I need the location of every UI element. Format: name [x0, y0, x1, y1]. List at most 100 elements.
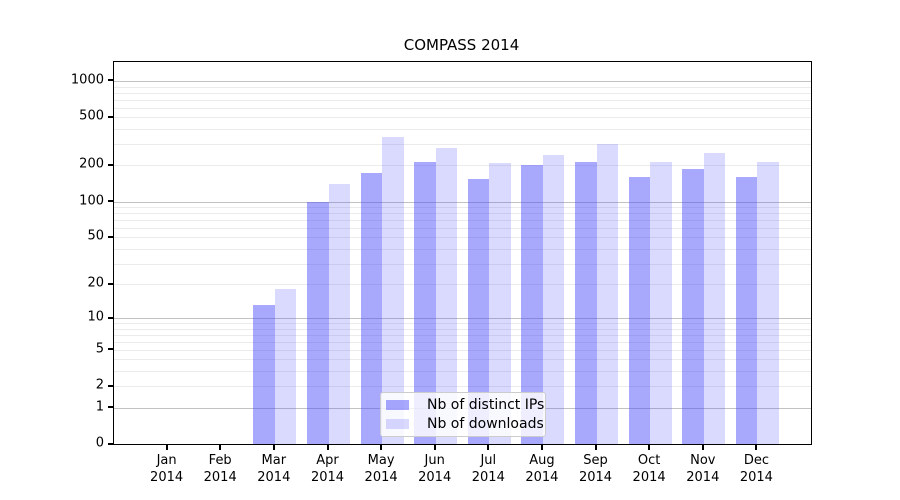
x-tick-feb [219, 445, 222, 450]
gridline-minor-20 [114, 284, 811, 285]
x-tick-year: 2014 [471, 470, 505, 485]
gridline-minor-30 [114, 263, 811, 265]
x-tick-jul [487, 445, 490, 450]
x-tick-may [380, 445, 383, 450]
bar-downloads-jul [489, 163, 511, 444]
x-tick-apr [326, 445, 329, 450]
x-tick-year: 2014 [739, 470, 773, 485]
y-tick-100 [108, 200, 113, 202]
legend-item-distinct-ips: Nb of distinct IPs [386, 397, 545, 414]
bar-distinct-ips-aug [521, 165, 543, 444]
gridline-minor-600 [114, 107, 811, 109]
x-tick-year: 2014 [578, 470, 613, 485]
x-tick-month: Jan [156, 453, 177, 468]
x-tick-month: Dec [743, 453, 769, 468]
bar-downloads-jun [435, 148, 458, 444]
bar-distinct-ips-oct [628, 177, 651, 444]
x-tick-year: 2014 [632, 470, 666, 485]
gridline-major-10 [114, 318, 811, 319]
x-tick-label-jun: Jun 2014 [407, 452, 463, 486]
gridline-minor-3 [114, 371, 811, 373]
y-tick-label-2: 2 [95, 377, 104, 393]
y-tick-20 [108, 282, 113, 285]
x-tick-year: 2014 [525, 470, 559, 485]
gridline-minor-40 [114, 248, 811, 250]
chart-title: COMPASS 2014 [403, 36, 520, 54]
bar-downloads-sep [596, 144, 618, 444]
bar-downloads-oct [650, 162, 672, 444]
gridline-minor-5 [114, 349, 811, 351]
y-tick-label-1000: 1000 [70, 72, 104, 88]
legend-label-distinct-ips: Nb of distinct IPs [427, 397, 545, 413]
y-tick-0 [108, 442, 113, 445]
y-tick-label-100: 100 [79, 193, 104, 208]
bar-downloads-apr [328, 183, 350, 444]
y-tick-1 [108, 406, 113, 409]
x-tick-month: May [367, 453, 395, 468]
x-tick-year: 2014 [310, 470, 345, 485]
x-tick-label-nov: Nov 2014 [675, 452, 731, 486]
legend-label-downloads: Nb of downloads [427, 416, 544, 432]
y-tick-label-1: 1 [95, 399, 104, 415]
bar-downloads-mar [274, 289, 297, 444]
gridline-minor-2 [114, 386, 811, 388]
y-tick-50 [108, 235, 113, 238]
gridline-minor-9 [114, 323, 811, 324]
x-tick-label-sep: Sep 2014 [568, 452, 624, 486]
bar-distinct-ips-nov [682, 169, 704, 444]
legend-swatch-downloads [386, 419, 409, 429]
x-tick-year: 2014 [257, 470, 291, 485]
x-tick-label-oct: Oct 2014 [621, 452, 677, 486]
y-tick-label-10: 10 [87, 309, 104, 325]
gridline-minor-7 [114, 334, 811, 336]
y-tick-2 [108, 384, 113, 387]
legend-item-downloads: Nb of downloads [386, 416, 545, 433]
bar-downloads-aug [542, 155, 565, 444]
x-tick-jun [433, 445, 436, 450]
x-tick-month: Jul [480, 453, 497, 468]
x-tick-year: 2014 [418, 470, 452, 485]
gridline-minor-4 [114, 359, 811, 361]
x-tick-month: Nov [690, 453, 716, 468]
x-tick-year: 2014 [364, 470, 398, 485]
y-tick-1000 [108, 79, 113, 82]
bar-downloads-nov [703, 153, 726, 444]
y-tick-200 [108, 163, 113, 166]
x-tick-month: Sep [583, 453, 608, 468]
x-tick-year: 2014 [203, 470, 237, 485]
bar-distinct-ips-jul [467, 178, 490, 444]
gridline-major-100 [114, 201, 811, 203]
x-tick-aug [540, 445, 543, 450]
gridline-minor-700 [114, 99, 811, 101]
gridline-minor-200 [114, 165, 811, 167]
bar-distinct-ips-apr [307, 201, 329, 444]
x-tick-label-jan: Jan 2014 [139, 452, 195, 486]
bar-distinct-ips-dec [735, 177, 758, 444]
x-tick-label-feb: Feb 2014 [192, 452, 248, 486]
bar-downloads-may [382, 137, 404, 444]
y-tick-label-200: 200 [79, 156, 104, 172]
gridline-minor-90 [114, 207, 811, 208]
gridline-minor-50 [114, 237, 811, 239]
x-tick-jan [165, 445, 168, 450]
y-tick-10 [108, 316, 113, 319]
y-tick-500 [108, 115, 113, 118]
x-tick-year: 2014 [686, 470, 720, 485]
x-tick-month: Feb [208, 453, 232, 468]
x-tick-label-dec: Dec 2014 [728, 452, 784, 486]
x-tick-label-mar: Mar 2014 [246, 452, 302, 486]
x-tick-oct [648, 445, 651, 450]
x-tick-month: Mar [261, 453, 287, 468]
y-tick-5 [108, 348, 113, 351]
y-tick-label-20: 20 [87, 275, 104, 291]
gridline-minor-300 [114, 144, 811, 146]
gridline-minor-8 [114, 328, 811, 330]
bar-distinct-ips-may [360, 173, 383, 444]
x-tick-dec [755, 445, 758, 450]
gridline-minor-70 [114, 220, 811, 221]
plot-area [113, 61, 812, 445]
y-tick-label-5: 5 [95, 341, 104, 357]
x-tick-label-may: May 2014 [353, 452, 409, 486]
x-tick-month: Aug [529, 453, 555, 468]
